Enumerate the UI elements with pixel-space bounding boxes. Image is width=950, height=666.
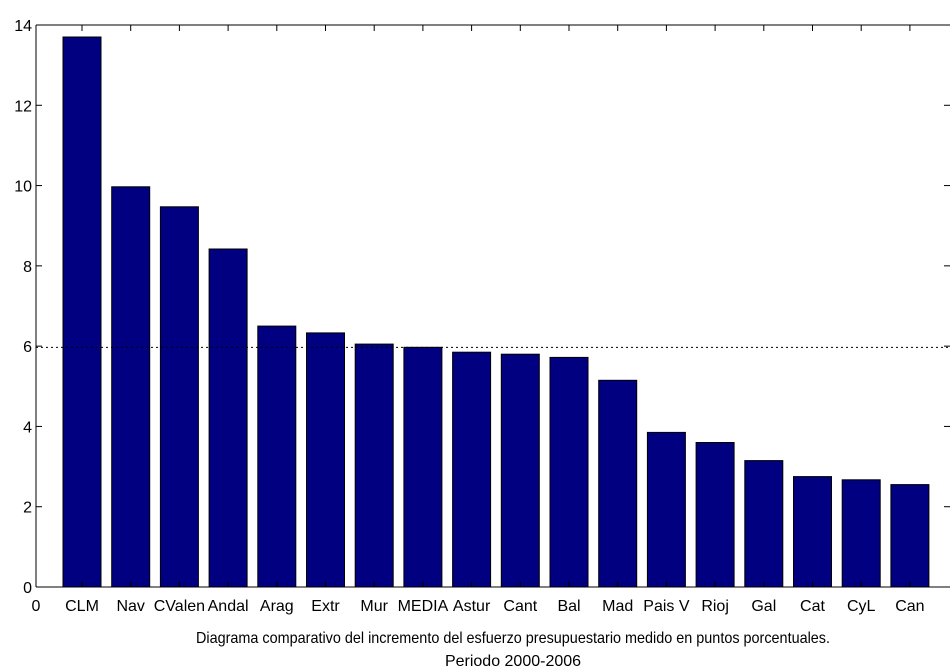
x-axis-subcaption: Periodo 2000-2006 — [445, 653, 581, 666]
x-axis-caption: Diagrama comparativo del incremento del … — [196, 630, 830, 647]
x-tick-label: CyL — [847, 598, 876, 615]
bar-cat — [793, 476, 832, 588]
y-tick-label: 4 — [23, 419, 32, 436]
x-tick-label: Bal — [557, 598, 580, 615]
y-tick-label: 8 — [23, 259, 32, 276]
x-tick-label: Mur — [360, 598, 388, 615]
bar-rioj — [695, 442, 735, 588]
y-axis: 0 2 4 6 8 10 12 14 — [14, 18, 950, 597]
bar-cvalen — [159, 206, 199, 588]
x-tick-label: Rioj — [701, 598, 729, 615]
x-tick-label: Andal — [208, 598, 249, 615]
x-tick-label: Nav — [116, 598, 144, 615]
bars-group — [62, 36, 930, 588]
bar-bal — [549, 356, 589, 588]
y-tick-label: 12 — [14, 98, 32, 115]
bar-extr — [306, 332, 345, 588]
x-tick-label: Cat — [800, 598, 825, 615]
x-tick-label: CValen — [154, 598, 205, 615]
x-tick-label: Extr — [311, 598, 340, 615]
y-tick-label: 10 — [14, 179, 32, 196]
bar-mur — [354, 343, 394, 588]
y-tick-label: 0 — [23, 580, 32, 597]
bar-cyl — [841, 479, 881, 588]
bar-clm — [62, 36, 102, 588]
y-tick-label: 6 — [23, 339, 32, 356]
x-tick-label: Pais V — [643, 598, 690, 615]
bar-astur — [452, 351, 492, 588]
bar-gal — [744, 460, 784, 588]
x-tick-label: Arag — [260, 598, 294, 615]
x-tick-label: Mad — [602, 598, 633, 615]
bar-nav — [111, 186, 151, 588]
x-tick-label: Astur — [453, 598, 491, 615]
bar-arag — [257, 325, 297, 588]
x-tick-label: MEDIA — [398, 598, 449, 615]
bar-pais-v — [646, 431, 686, 588]
bar-andal — [208, 248, 248, 588]
x-tick-label: Cant — [503, 598, 537, 615]
bar-can — [890, 484, 930, 588]
x-tick-label: CLM — [65, 598, 99, 615]
x-tick-label: Gal — [751, 598, 776, 615]
bar-media — [403, 346, 443, 588]
y-tick-label: 14 — [14, 18, 32, 35]
x-axis: 0 CLM Nav CValen Andal Arag Extr Mur MEDIA Astur C… — [32, 25, 925, 615]
bar-cant — [500, 353, 540, 588]
bar-mad — [598, 379, 638, 588]
x-tick-label: Can — [895, 598, 924, 615]
y-tick-label: 2 — [23, 500, 32, 517]
x-tick-label-origin: 0 — [32, 598, 41, 615]
